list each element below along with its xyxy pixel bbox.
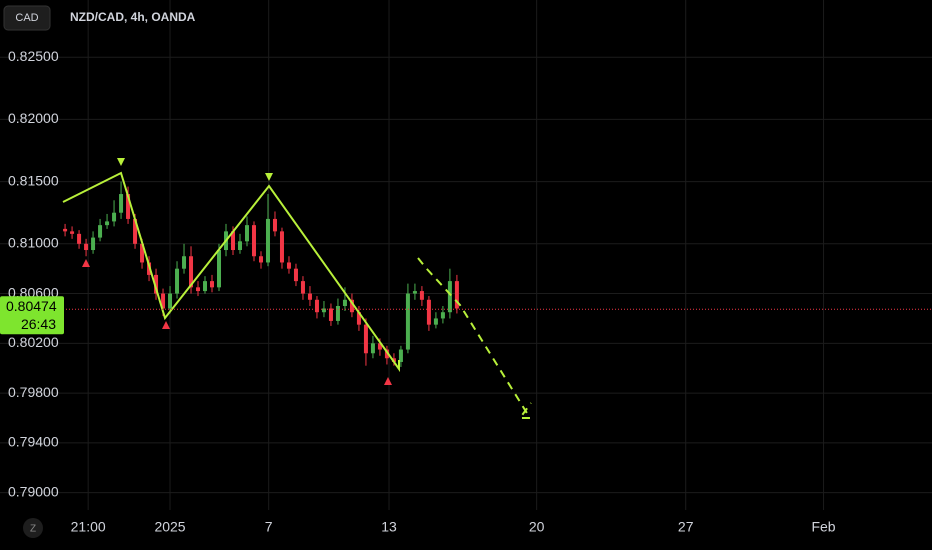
countdown: 26:43 [21, 316, 56, 332]
candle-body [77, 233, 82, 244]
zigzag [62, 171, 400, 373]
y-tick-label: 0.82000 [8, 110, 59, 126]
candle-body [133, 218, 138, 244]
candle-body [447, 281, 452, 313]
candle-body [244, 225, 249, 242]
y-tick-label: 0.81000 [8, 235, 59, 251]
y-tick-label: 0.82500 [8, 48, 59, 64]
candle-body [384, 349, 389, 359]
top-marker [117, 158, 125, 166]
candle-body [307, 293, 312, 300]
candle-body [161, 293, 166, 309]
top-marker [265, 173, 273, 181]
y-tick-label: 0.81500 [8, 172, 59, 188]
candle-body [237, 241, 242, 251]
candle-body [231, 231, 235, 251]
candle-body [391, 358, 396, 362]
candle-body [433, 318, 438, 325]
candle-body [293, 268, 298, 282]
candle-body [265, 218, 270, 263]
candle-body [175, 268, 180, 294]
candle-body [91, 237, 96, 251]
candle-body [300, 281, 305, 294]
x-tick-label: 2025 [154, 519, 185, 535]
candle-body [210, 281, 215, 288]
candle-body [342, 299, 347, 306]
chart-title: NZD/CAD, 4h, OANDA [70, 10, 196, 24]
grid [0, 0, 932, 510]
candle-body [377, 343, 382, 350]
candle-body [363, 324, 368, 354]
projection [417, 257, 532, 419]
drawings [62, 158, 532, 419]
timezone-badge[interactable]: Z [30, 524, 36, 535]
candle-body [217, 250, 222, 288]
candle-body [440, 312, 445, 319]
candle-body [286, 262, 291, 269]
x-tick-label: 20 [529, 519, 545, 535]
candle-body [189, 256, 194, 288]
candle-body [356, 312, 361, 325]
candle-body [70, 231, 75, 234]
x-tick-label: 27 [678, 519, 694, 535]
candle-body [196, 287, 201, 292]
bottom-marker [82, 259, 90, 267]
candle-body [405, 293, 410, 350]
candle-body [398, 349, 403, 362]
bottom-marker [384, 377, 392, 385]
x-tick-label: 21:00 [71, 519, 106, 535]
x-tick-label: Feb [811, 519, 835, 535]
y-tick-label: 0.79800 [8, 384, 59, 400]
candle-body [119, 194, 124, 213]
candle-body [63, 228, 68, 232]
candle-body [454, 281, 459, 309]
last-price-label: 0.80474 [6, 298, 57, 314]
candle-body [335, 306, 340, 321]
axes: 0.825000.820000.815000.810000.806000.802… [0, 48, 932, 535]
candle-body [258, 256, 263, 263]
candle-body [321, 308, 326, 313]
candle-body [412, 291, 417, 294]
candle-body [98, 225, 103, 238]
candle-body [84, 243, 89, 251]
candle-body [203, 281, 208, 292]
y-tick-label: 0.79000 [8, 483, 59, 499]
candle-body [426, 299, 431, 325]
candle-body [168, 293, 173, 309]
symbol-badge[interactable]: CAD [15, 12, 38, 24]
candle-body [105, 221, 110, 226]
x-tick-label: 7 [265, 519, 273, 535]
candle-body [370, 343, 375, 354]
candle-body [182, 256, 187, 269]
candle-body [140, 243, 145, 263]
price-tag [0, 296, 64, 335]
candle-body [349, 299, 354, 313]
candle-body [314, 299, 319, 313]
candle-body [112, 212, 117, 222]
candle-body [251, 225, 256, 257]
tz-badge[interactable] [23, 518, 43, 538]
candles [63, 181, 459, 367]
badge[interactable] [3, 5, 51, 31]
y-tick-label: 0.79400 [8, 434, 59, 450]
x-tick-label: 13 [381, 519, 397, 535]
candle-body [328, 308, 333, 321]
bottom-marker [162, 321, 170, 329]
candle-body [154, 274, 159, 294]
y-tick-label: 0.80200 [8, 334, 59, 350]
candle-body [272, 218, 277, 232]
candle-body [126, 194, 131, 219]
candle-body [279, 231, 284, 263]
candle-body [419, 291, 424, 300]
